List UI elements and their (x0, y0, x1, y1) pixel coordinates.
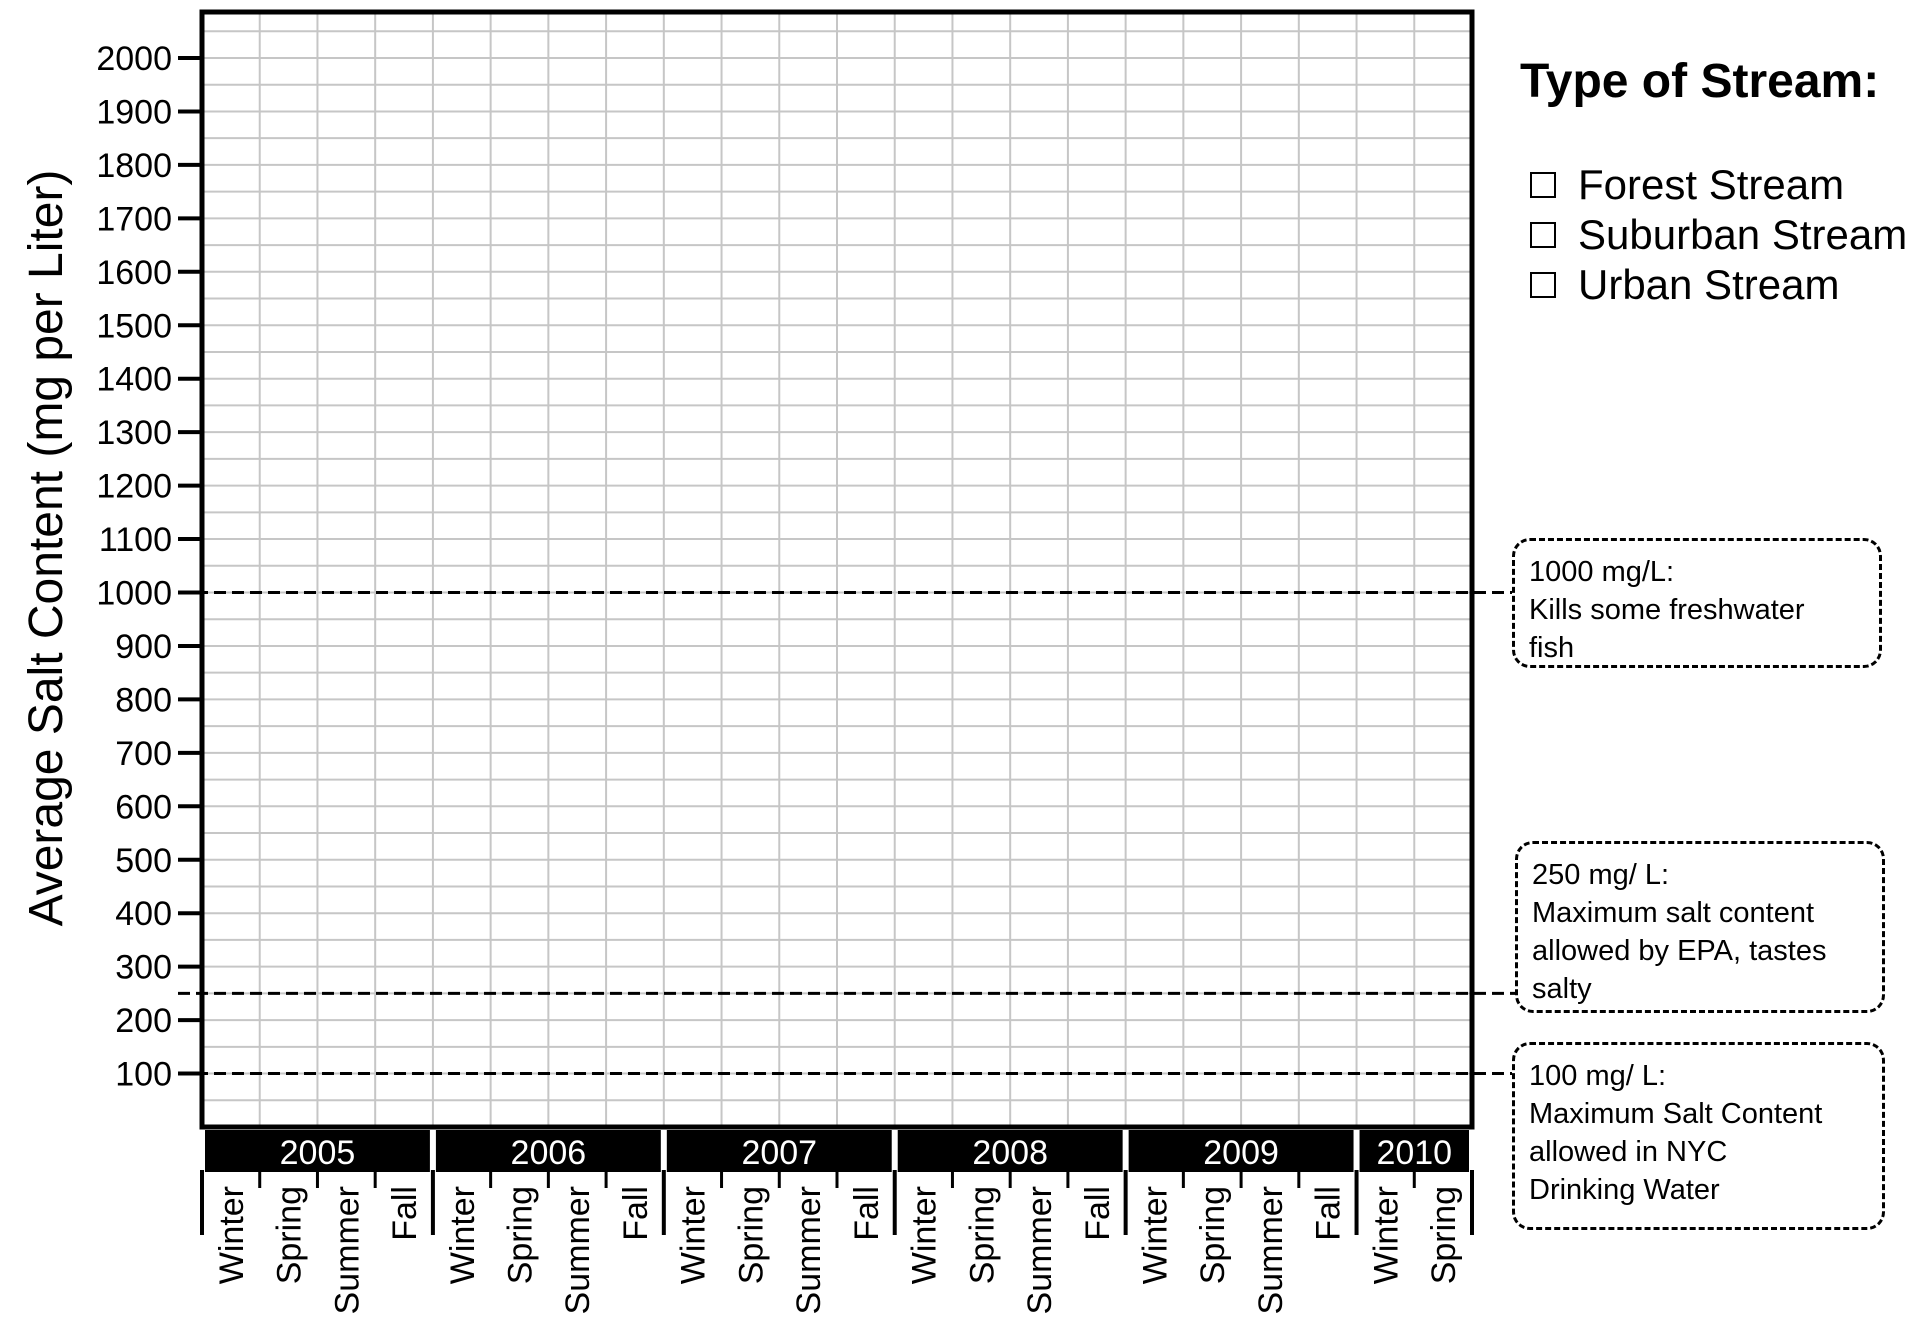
y-tick-label: 1600 (96, 254, 172, 292)
season-label: Spring (1425, 1186, 1463, 1284)
year-band (205, 1130, 430, 1172)
y-tick-label: 300 (115, 949, 172, 987)
legend-item-forest[interactable]: Forest Stream (1530, 160, 1907, 210)
y-tick-label: 400 (115, 895, 172, 933)
year-band (1359, 1130, 1469, 1172)
season-label: Winter (906, 1186, 944, 1284)
x-axis: 2005 Winter Spring Summer Fall 2006 Winter Spri… (200, 1130, 1474, 1314)
y-tick-label: 1800 (96, 147, 172, 185)
y-tick-label: 700 (115, 735, 172, 773)
legend-item-urban[interactable]: Urban Stream (1530, 260, 1907, 310)
grid-lines (202, 12, 1472, 1127)
season-label: Fall (1079, 1186, 1117, 1241)
y-tick-label: 100 (115, 1056, 172, 1094)
season-label: Summer (559, 1186, 597, 1314)
callout-100-line-2: Maximum Salt Content (1529, 1098, 1823, 1130)
y-axis: 100 200 300 400 500 600 700 800 900 1000 1100 1200 1… (96, 40, 202, 1094)
reference-lines (178, 591, 1515, 1076)
y-tick-label: 2000 (96, 40, 172, 78)
season-label: Fall (848, 1186, 886, 1241)
checkbox-urban[interactable] (1530, 272, 1556, 298)
y-tick-label: 200 (115, 1002, 172, 1040)
year-label: 2005 (280, 1134, 356, 1172)
season-label: Summer (328, 1186, 366, 1314)
y-tick-label: 800 (115, 681, 172, 719)
callout-100: 100 mg/ L: Maximum Salt Content allowed … (1512, 1042, 1885, 1230)
year-band (666, 1130, 892, 1172)
callout-1000-line-2: Kills some freshwater (1529, 594, 1805, 626)
legend: Forest Stream Suburban Stream Urban Stre… (1530, 160, 1907, 310)
y-tick-label: 1000 (96, 575, 172, 613)
year-label: 2008 (972, 1134, 1048, 1172)
y-tick-label: 1900 (96, 93, 172, 131)
callout-250: 250 mg/ L: Maximum salt content allowed … (1515, 841, 1885, 1013)
season-label: Fall (1310, 1186, 1348, 1241)
callout-1000: 1000 mg/L: Kills some freshwater fish (1512, 538, 1882, 668)
y-tick-label: 1200 (96, 468, 172, 506)
year-label: 2010 (1376, 1134, 1452, 1172)
y-axis-label: Average Salt Content (mg per Liter) (20, 170, 73, 927)
year-label: 2007 (741, 1134, 817, 1172)
legend-label-forest: Forest Stream (1578, 161, 1845, 208)
season-label: Summer (1021, 1186, 1059, 1314)
callout-1000-line-3: fish (1529, 632, 1575, 664)
y-tick-label: 900 (115, 628, 172, 666)
callout-250-line-2: Maximum salt content (1532, 897, 1815, 929)
y-tick-label: 1500 (96, 307, 172, 345)
legend-label-urban: Urban Stream (1578, 261, 1840, 308)
legend-item-suburban[interactable]: Suburban Stream (1530, 210, 1907, 260)
year-label: 2006 (511, 1134, 587, 1172)
year-band (897, 1130, 1123, 1172)
season-label: Spring (732, 1186, 770, 1284)
season-label: Spring (1194, 1186, 1232, 1284)
y-tick-label: 1400 (96, 361, 172, 399)
y-tick-label: 1700 (96, 200, 172, 238)
year-band (435, 1130, 661, 1172)
season-label: Winter (213, 1186, 251, 1284)
season-label: Spring (502, 1186, 540, 1284)
season-label: Spring (271, 1186, 309, 1284)
season-label: Winter (1367, 1186, 1405, 1284)
checkbox-suburban[interactable] (1530, 222, 1556, 248)
callout-250-line-3: allowed by EPA, tastes (1532, 935, 1827, 967)
y-tick-label: 1300 (96, 414, 172, 452)
season-label: Fall (617, 1186, 655, 1241)
y-tick-label: 1100 (99, 521, 172, 559)
legend-title: Type of Stream: (1520, 55, 1880, 108)
checkbox-forest[interactable] (1530, 172, 1556, 198)
y-tick-label: 500 (115, 842, 172, 880)
callout-100-line-4: Drinking Water (1529, 1174, 1720, 1206)
season-label: Summer (1252, 1186, 1290, 1314)
callout-1000-line-1: 1000 mg/L: (1529, 556, 1675, 588)
callout-250-line-1: 250 mg/ L: (1532, 859, 1670, 891)
season-label: Winter (444, 1186, 482, 1284)
callout-100-line-1: 100 mg/ L: (1529, 1060, 1667, 1092)
year-band (1128, 1130, 1354, 1172)
season-label: Spring (963, 1186, 1001, 1284)
season-label: Summer (790, 1186, 828, 1314)
y-tick-label: 600 (115, 788, 172, 826)
year-label: 2009 (1203, 1134, 1279, 1172)
plot-frame (199, 9, 1475, 1130)
season-label: Fall (386, 1186, 424, 1241)
legend-label-suburban: Suburban Stream (1578, 211, 1908, 258)
callout-250-line-4: salty (1532, 973, 1592, 1005)
season-label: Winter (1137, 1186, 1175, 1284)
callout-100-line-3: allowed in NYC (1529, 1136, 1728, 1168)
season-label: Winter (675, 1186, 713, 1284)
